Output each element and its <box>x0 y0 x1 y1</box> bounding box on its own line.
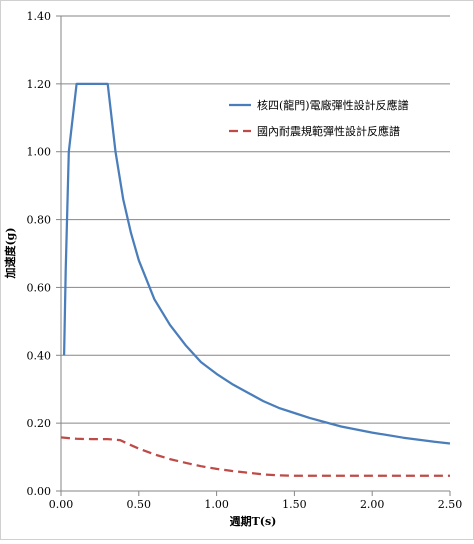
x-tick-label: 0.50 <box>127 498 152 511</box>
series-line-1 <box>62 82 451 445</box>
grid-layer <box>61 15 450 492</box>
y-axis-title: 加速度(g) <box>3 227 17 279</box>
y-tick-label: 1.20 <box>27 78 52 91</box>
x-tick-label: 0.00 <box>49 498 74 511</box>
x-tick-label: 1.00 <box>204 498 229 511</box>
y-tick-label: 0.80 <box>27 214 52 227</box>
y-tick-label: 0.00 <box>27 485 52 498</box>
x-axis-title: 週期T(s) <box>230 514 277 528</box>
axes-layer: 0.00 0.20 0.40 0.60 0.80 1.00 1.20 1.40 0.00 0.50… <box>27 10 463 511</box>
y-tick-label: 0.40 <box>27 349 52 362</box>
y-tick-label: 0.20 <box>27 417 52 430</box>
x-tick-label: 2.00 <box>360 498 385 511</box>
y-tick-label: 1.40 <box>27 10 52 23</box>
series-line-2 <box>60 436 450 477</box>
y-tick-label: 1.00 <box>27 146 52 159</box>
legend-label-1: 核四(龍門)電廠彈性設計反應譜 <box>257 98 409 112</box>
legend-label-2: 國內耐震規範彈性設計反應譜 <box>257 124 400 138</box>
series-layer <box>60 82 451 477</box>
x-tick-label: 2.50 <box>438 498 463 511</box>
y-tick-label: 0.60 <box>27 281 52 294</box>
x-tick-label: 1.50 <box>282 498 307 511</box>
